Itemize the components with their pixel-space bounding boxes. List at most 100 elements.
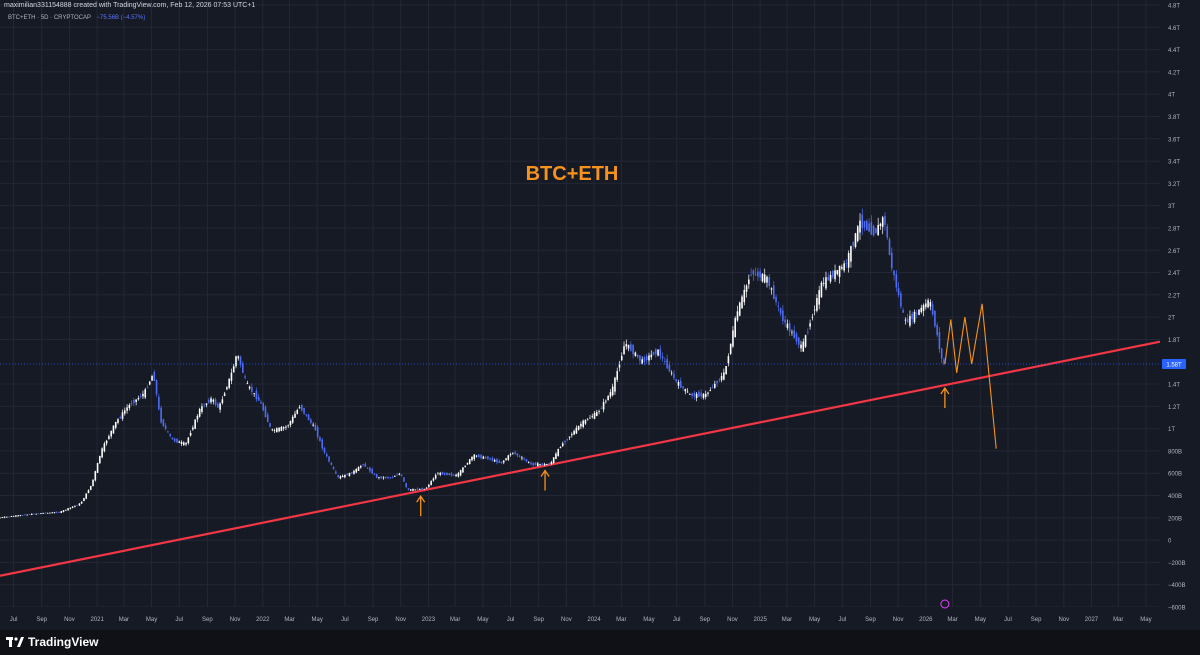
candle-body	[861, 214, 864, 229]
candle-body	[423, 488, 426, 490]
x-tick-label: Mar	[616, 617, 626, 623]
candle-body	[373, 474, 376, 475]
symbol-legend[interactable]: BTC+ETH · 5D · CRYPTOCAP −75.56B (−4.57%…	[8, 15, 145, 21]
candle-body	[770, 288, 773, 290]
candle-body	[378, 477, 380, 479]
x-tick-label: Jul	[838, 617, 846, 623]
candle-body	[8, 516, 10, 518]
candle-body	[493, 459, 496, 462]
candle-body	[58, 512, 60, 513]
candle-body	[734, 318, 737, 337]
candle-body	[498, 460, 501, 463]
candle-body	[117, 419, 119, 423]
candle-body	[659, 348, 662, 357]
candle-body	[330, 462, 333, 465]
candle-body	[210, 398, 212, 403]
candle-body	[863, 221, 866, 228]
candle-body	[446, 472, 448, 476]
candle-body	[105, 440, 108, 444]
candle-body	[704, 393, 707, 397]
candle-body	[251, 387, 253, 393]
candle-body	[915, 312, 918, 314]
candle-body	[532, 462, 535, 466]
candle-body	[1, 517, 4, 518]
candle-body	[282, 427, 285, 429]
candle-body	[167, 431, 169, 433]
candle-body	[160, 407, 162, 423]
candle-body	[219, 403, 221, 410]
candle-body	[235, 356, 237, 367]
y-tick-label: −600B	[1168, 606, 1186, 612]
candle-body	[602, 401, 605, 410]
candle-body	[37, 513, 40, 515]
candle-body	[30, 513, 33, 515]
candle-body	[33, 513, 35, 515]
candle-body	[630, 344, 632, 351]
candle-body	[448, 473, 451, 476]
candle-body	[10, 516, 13, 517]
candle-body	[845, 263, 848, 265]
candle-body	[183, 442, 185, 446]
y-tick-label: 4.6T	[1168, 26, 1180, 32]
candle-body	[321, 439, 324, 449]
candle-body	[652, 351, 655, 356]
candle-body	[777, 305, 780, 307]
candle-body	[827, 276, 830, 281]
candle-body	[890, 252, 893, 269]
candle-body	[203, 405, 206, 407]
candle-body	[759, 271, 761, 278]
candle-body	[67, 508, 69, 511]
price-chart[interactable]: 4.8T 4.6T 4.4T 4.2T 4T 3.8T 3.6T 3.4T 3.2T 3T 2.8T…	[0, 0, 1200, 630]
candle-body	[838, 265, 841, 278]
candle-body	[260, 401, 262, 404]
candle-body	[337, 475, 339, 478]
candle-body	[21, 515, 24, 516]
candle-body	[142, 393, 144, 397]
tradingview-logo[interactable]: TradingView	[6, 635, 98, 649]
x-tick-label: Jul	[507, 617, 515, 623]
candle-body	[566, 438, 569, 440]
candle-body	[355, 468, 358, 473]
candle-body	[836, 270, 839, 275]
candle-body	[711, 387, 714, 389]
candle-body	[872, 225, 875, 236]
candle-body	[455, 474, 457, 477]
candle-body	[171, 437, 174, 440]
candle-body	[807, 331, 809, 333]
candle-body	[78, 503, 81, 506]
candle-body	[502, 460, 505, 463]
candle-body	[380, 476, 383, 479]
support-arrow	[540, 469, 550, 491]
candle-body	[754, 273, 757, 275]
candle-body	[60, 511, 63, 513]
candle-body	[335, 471, 337, 474]
candle-body	[146, 387, 149, 389]
candle-body	[278, 427, 280, 432]
candle-body	[904, 319, 907, 321]
candle-body	[557, 449, 560, 457]
candle-body	[906, 318, 909, 323]
candle-body	[918, 309, 920, 315]
candle-body	[564, 441, 566, 443]
candle-body	[609, 392, 612, 397]
candle-body	[74, 505, 76, 507]
candle-body	[307, 414, 310, 421]
candle-body	[668, 364, 671, 372]
x-tick-label: Jul	[175, 617, 183, 623]
candle-body	[228, 378, 230, 388]
x-tick-label: 2026	[919, 617, 933, 623]
x-tick-label: Mar	[782, 617, 792, 623]
y-tick-label: −400B	[1168, 583, 1186, 589]
candle-body	[940, 348, 943, 359]
candle-body	[661, 356, 664, 359]
y-tick-label: 200B	[1168, 516, 1182, 522]
candle-body	[772, 285, 775, 300]
candle-body	[332, 467, 335, 470]
candle-body	[119, 417, 122, 418]
candle-body	[536, 463, 539, 467]
candle-body	[788, 323, 791, 332]
candle-body	[239, 356, 242, 366]
tradingview-icon	[6, 637, 24, 647]
x-tick-label: Sep	[36, 617, 47, 623]
